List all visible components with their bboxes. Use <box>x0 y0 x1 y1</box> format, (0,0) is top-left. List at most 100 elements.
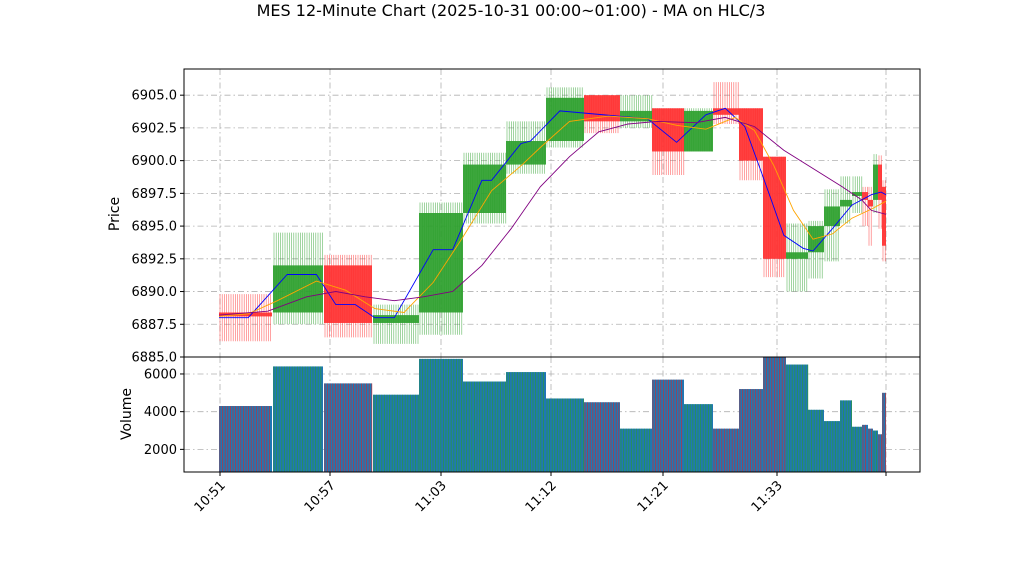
volume-bar <box>219 406 272 472</box>
candle <box>373 304 419 344</box>
candle-body <box>273 265 323 313</box>
volume-bar <box>373 394 419 472</box>
x-tick-label: 11:33 <box>749 478 786 515</box>
candle-body <box>463 164 506 213</box>
price-tick-label: 6890.0 <box>132 285 178 300</box>
volume-bar <box>506 372 546 472</box>
volume-bar <box>808 409 824 472</box>
candle-body <box>546 97 584 141</box>
volume-bar-fill <box>878 434 882 472</box>
volume-tick-label: 4000 <box>144 405 177 420</box>
candle-body <box>868 199 873 207</box>
price-tick-label: 6895.0 <box>132 220 178 235</box>
volume-bar <box>739 389 763 472</box>
moving-average-line <box>219 107 887 319</box>
candle-body <box>713 108 739 115</box>
candle <box>273 232 323 325</box>
volume-bar <box>324 383 373 472</box>
volume-bar <box>273 366 323 472</box>
x-axis: 10:51 10:57 11:03 11:12 11:21 11:33 <box>192 472 887 515</box>
candle <box>546 87 584 148</box>
candle <box>684 108 713 152</box>
candle <box>852 176 863 213</box>
candle-body <box>808 226 824 253</box>
volume-bar <box>763 357 786 472</box>
moving-average-line <box>218 115 887 317</box>
volume-panel-frame <box>183 356 921 473</box>
volume-bar <box>862 424 868 472</box>
candle <box>463 152 507 224</box>
volume-bar-fill <box>882 392 886 472</box>
volume-bar <box>620 428 652 472</box>
candle-body <box>852 192 862 196</box>
candle-body <box>882 186 886 246</box>
candle <box>824 189 840 262</box>
candle <box>652 108 685 176</box>
volume-bar <box>419 358 463 472</box>
x-tick-label: 11:12 <box>523 478 560 515</box>
volume-bar <box>786 364 809 472</box>
volume-bar <box>684 404 713 472</box>
x-tick-label: 10:57 <box>302 478 339 515</box>
volume-tick-label: 6000 <box>144 367 177 382</box>
moving-average-line <box>218 116 887 316</box>
candle-body <box>878 164 882 200</box>
candle <box>786 223 808 292</box>
candle-body <box>506 141 546 165</box>
volume-bar <box>878 434 883 472</box>
volume-bar <box>868 428 873 472</box>
volume-bar <box>463 381 507 472</box>
volume-axis-title: Volume <box>119 388 135 440</box>
volume-panel: 2000 4000 6000 <box>144 356 921 473</box>
candle <box>868 186 873 246</box>
price-tick-label: 6902.5 <box>132 121 178 136</box>
x-tick-label: 11:21 <box>635 478 672 515</box>
candle <box>862 186 868 227</box>
volume-bar-fill <box>862 424 868 472</box>
candle-body <box>652 108 684 152</box>
candle <box>324 254 372 338</box>
price-tick-label: 6900.0 <box>132 154 178 169</box>
volume-bar <box>873 430 878 472</box>
volume-bar <box>546 398 584 472</box>
volume-bar <box>852 426 862 472</box>
price-panel: 6885.0 6887.5 6890.0 6892.5 6895.0 6897.5 6900… <box>132 68 921 366</box>
candle <box>419 202 463 335</box>
volume-bar <box>584 402 620 472</box>
volume-bar <box>824 421 840 472</box>
volume-bar-fill <box>584 402 620 472</box>
volume-bar <box>652 379 684 472</box>
candle-body <box>840 199 852 207</box>
volume-bar-fill <box>373 394 419 472</box>
volume-bar <box>713 428 739 472</box>
price-tick-label: 6887.5 <box>132 318 178 333</box>
chart-title: MES 12-Minute Chart (2025-10-31 00:00~01… <box>257 1 766 20</box>
candle-body <box>862 192 868 200</box>
price-tick-label: 6897.5 <box>132 187 178 202</box>
price-tick-label: 6885.0 <box>132 351 178 366</box>
volume-bar-fill <box>273 366 323 472</box>
volume-bar-fill <box>868 428 873 472</box>
price-axis-title: Price <box>107 197 123 231</box>
candle-body <box>873 164 878 200</box>
candle <box>840 176 852 224</box>
volume-bar-fill <box>873 430 878 472</box>
candle-body <box>739 108 763 161</box>
volume-bar <box>840 400 852 472</box>
volume-bar-fill <box>506 372 546 472</box>
candle <box>739 108 763 181</box>
candle <box>506 121 546 174</box>
x-tick-label: 10:51 <box>192 478 229 515</box>
volume-bar <box>882 392 887 472</box>
price-tick-label: 6905.0 <box>132 89 178 104</box>
candle-body <box>620 110 652 122</box>
candle-body <box>786 252 808 259</box>
candle-body <box>824 206 840 227</box>
x-tick-label: 11:03 <box>413 478 450 515</box>
volume-bar-fill <box>852 426 862 472</box>
volume-tick-label: 2000 <box>144 443 177 458</box>
price-tick-label: 6892.5 <box>132 252 178 267</box>
candle <box>873 154 878 213</box>
candle <box>808 220 824 279</box>
